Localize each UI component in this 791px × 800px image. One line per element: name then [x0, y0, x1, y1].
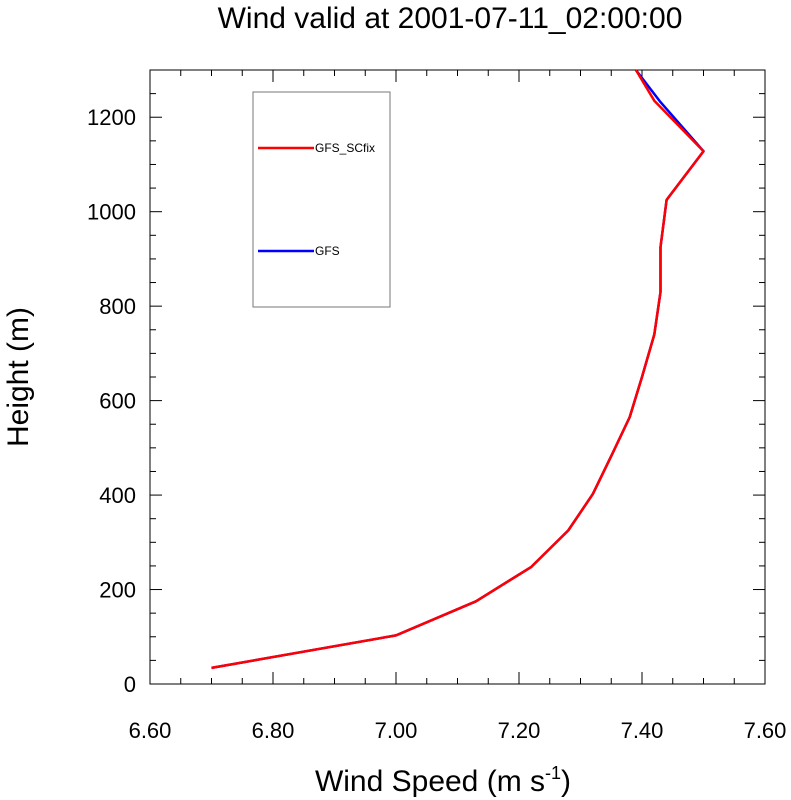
legend: GFS_SCfix GFS — [252, 91, 391, 308]
y-tick-label: 200 — [99, 578, 136, 603]
y-tick-label: 600 — [99, 389, 136, 414]
x-tick-label: 7.40 — [621, 718, 664, 743]
plot-frame — [149, 69, 766, 685]
y-axis-label: Height (m) — [2, 307, 35, 447]
y-tick-label: 1000 — [87, 200, 136, 225]
legend-label: GFS — [315, 244, 340, 258]
x-tick-label: 6.60 — [129, 718, 172, 743]
x-tick-label: 7.20 — [498, 718, 541, 743]
y-tick-label: 0 — [124, 672, 136, 697]
chart-title: Wind valid at 2001-07-11_02:00:00 — [218, 2, 683, 35]
y-tick-label: 1200 — [87, 105, 136, 130]
x-tick-label: 6.80 — [252, 718, 295, 743]
x-axis-label: Wind Speed (m s-1) — [315, 763, 571, 798]
legend-box — [252, 91, 391, 308]
series-lines — [211, 69, 705, 670]
x-tick-label: 7.60 — [744, 718, 787, 743]
legend-label: GFS_SCfix — [315, 141, 375, 155]
axis-ticks: 6.60 6.80 7.00 7.20 7.40 7.60 0 200 400 600 800 100… — [87, 69, 787, 743]
series-line-gfs-scfix — [211, 69, 705, 670]
x-tick-label: 7.00 — [375, 718, 418, 743]
y-tick-label: 800 — [99, 294, 136, 319]
y-tick-label: 400 — [99, 483, 136, 508]
